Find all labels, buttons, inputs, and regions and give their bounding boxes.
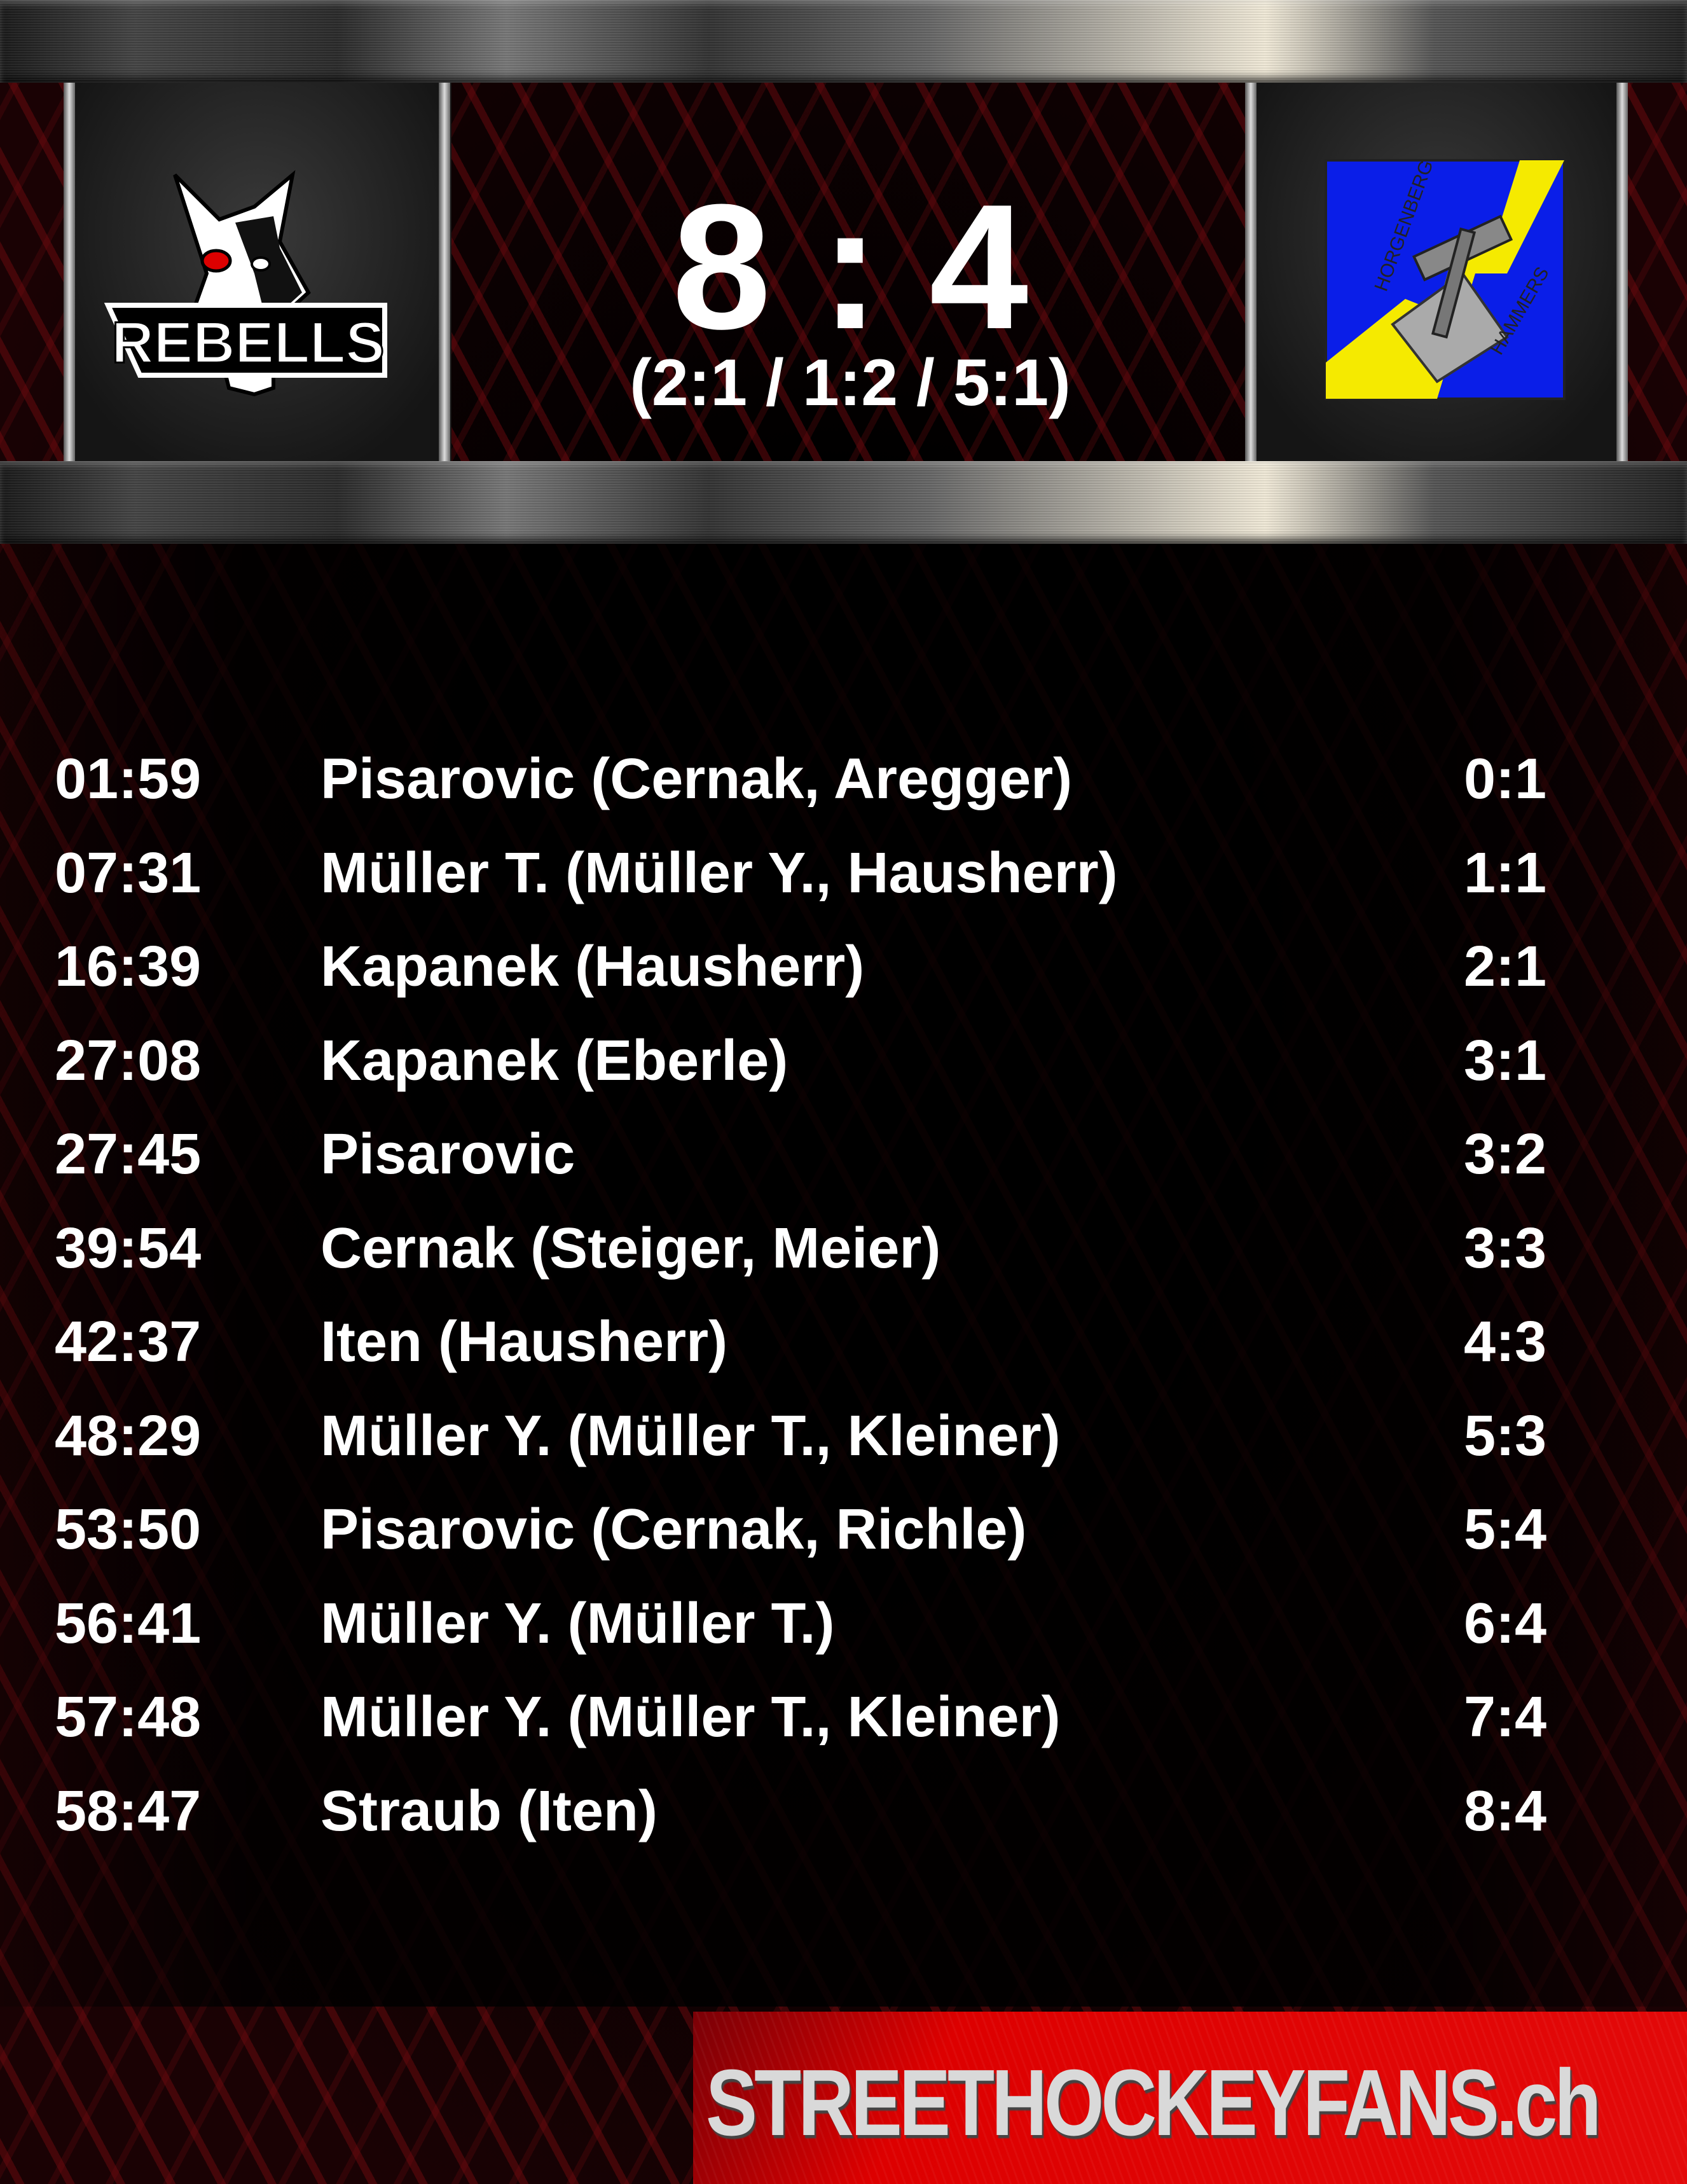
- streethockeyfans-banner[interactable]: STREETHOCKEYFANS.ch: [693, 2012, 1687, 2184]
- final-score: 8 : 4: [671, 168, 1029, 366]
- goal-scorer: Pisarovic: [320, 1123, 575, 1186]
- goal-time: 53:50: [55, 1498, 202, 1561]
- goal-row: 57:48 Müller Y. (Müller T., Kleiner) 7:4: [0, 1682, 1687, 1776]
- goal-row: 48:29 Müller Y. (Müller T., Kleiner) 5:3: [0, 1401, 1687, 1495]
- goal-scorer: Pisarovic (Cernak, Aregger): [320, 747, 1073, 811]
- goal-row: 01:59 Pisarovic (Cernak, Aregger) 0:1: [0, 744, 1687, 838]
- brand-logo-text: STREETHOCKEYFANS.ch: [706, 2050, 1601, 2155]
- away-team-panel: HORGENBERG HAMMERS: [1246, 83, 1628, 461]
- goal-row: 39:54 Cernak (Steiger, Meier) 3:3: [0, 1213, 1687, 1308]
- home-team-panel: REBELLS: [64, 83, 451, 461]
- goal-row: 42:37 Iten (Hausherr) 4:3: [0, 1307, 1687, 1401]
- goal-time: 56:41: [55, 1591, 202, 1655]
- goal-time: 42:37: [55, 1310, 202, 1374]
- bottom-metal-bar: [0, 461, 1687, 544]
- goal-scorer: Kapanek (Hausherr): [320, 935, 865, 999]
- goal-scorer: Cernak (Steiger, Meier): [320, 1216, 941, 1280]
- top-metal-bar: [0, 0, 1687, 83]
- goal-scorer: Iten (Hausherr): [320, 1310, 728, 1374]
- goal-scorer: Müller T. (Müller Y., Hausherr): [320, 841, 1118, 905]
- goal-running-score: 2:1: [1464, 935, 1547, 999]
- goal-time: 39:54: [55, 1216, 202, 1280]
- goal-row: 07:31 Müller T. (Müller Y., Hausherr) 1:1: [0, 838, 1687, 932]
- goal-scorer: Müller Y. (Müller T.): [320, 1591, 835, 1655]
- goal-row: 27:08 Kapanek (Eberle) 3:1: [0, 1026, 1687, 1120]
- goal-running-score: 4:3: [1464, 1310, 1547, 1374]
- goal-running-score: 0:1: [1464, 747, 1547, 811]
- goal-time: 27:08: [55, 1028, 202, 1093]
- goal-scorer: Müller Y. (Müller T., Kleiner): [320, 1685, 1061, 1749]
- panel-rail: [64, 83, 75, 461]
- goal-time: 01:59: [55, 747, 202, 811]
- goal-running-score: 3:1: [1464, 1028, 1547, 1093]
- goal-running-score: 8:4: [1464, 1779, 1547, 1843]
- goal-time: 07:31: [55, 841, 202, 905]
- goal-row: 16:39 Kapanek (Hausherr) 2:1: [0, 932, 1687, 1026]
- goal-list: 01:59 Pisarovic (Cernak, Aregger) 0:1 07:31…: [0, 744, 1687, 1870]
- scoreboard-center: 8 : 4 (2:1 / 1:2 / 5:1): [457, 83, 1244, 461]
- goal-time: 57:48: [55, 1685, 202, 1749]
- goal-row: 56:41 Müller Y. (Müller T.) 6:4: [0, 1589, 1687, 1683]
- goal-row: 53:50 Pisarovic (Cernak, Richle) 5:4: [0, 1495, 1687, 1589]
- goal-scorer: Müller Y. (Müller T., Kleiner): [320, 1404, 1061, 1468]
- goal-running-score: 3:3: [1464, 1216, 1547, 1280]
- goal-row: 58:47 Straub (Iten) 8:4: [0, 1776, 1687, 1870]
- goal-running-score: 5:3: [1464, 1404, 1547, 1468]
- goal-running-score: 3:2: [1464, 1123, 1547, 1186]
- goal-scorer: Kapanek (Eberle): [320, 1028, 788, 1093]
- panel-rail: [1245, 83, 1257, 461]
- background-shade: [0, 544, 1687, 2007]
- goal-scorer: Straub (Iten): [320, 1779, 658, 1843]
- goal-running-score: 1:1: [1464, 841, 1547, 905]
- goal-row: 27:45 Pisarovic 3:2: [0, 1119, 1687, 1213]
- goal-scorer: Pisarovic (Cernak, Richle): [320, 1498, 1027, 1561]
- goal-time: 48:29: [55, 1404, 202, 1468]
- panel-rail: [439, 83, 450, 461]
- rebells-logo: REBELLS: [104, 170, 387, 397]
- goal-time: 27:45: [55, 1123, 202, 1186]
- period-scores: (2:1 / 1:2 / 5:1): [630, 346, 1071, 420]
- panel-rail: [1616, 83, 1628, 461]
- svg-text:REBELLS: REBELLS: [111, 310, 384, 375]
- goal-running-score: 7:4: [1464, 1685, 1547, 1749]
- goal-running-score: 5:4: [1464, 1498, 1547, 1561]
- goal-running-score: 6:4: [1464, 1591, 1547, 1655]
- horgenberg-hammers-logo: HORGENBERG HAMMERS: [1325, 157, 1566, 400]
- goal-time: 58:47: [55, 1779, 202, 1843]
- goal-time: 16:39: [55, 935, 202, 999]
